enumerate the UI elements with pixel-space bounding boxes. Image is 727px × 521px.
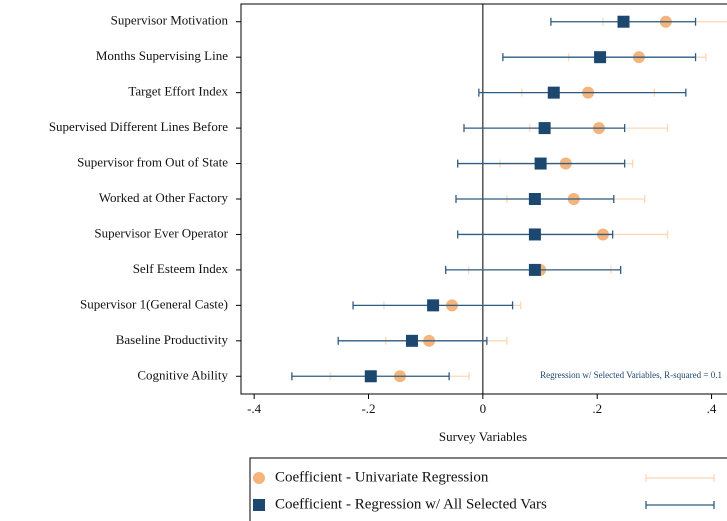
coef-marker bbox=[594, 51, 607, 64]
legend-ci bbox=[645, 474, 715, 482]
coef-marker bbox=[364, 370, 377, 383]
coef-marker bbox=[538, 122, 551, 135]
coef-marker bbox=[534, 157, 547, 170]
x-axis-label: Survey Variables bbox=[439, 429, 527, 444]
y-tick-label: Supervisor Motivation bbox=[111, 13, 229, 28]
y-tick-label: Baseline Productivity bbox=[116, 332, 229, 347]
y-tick-label: Months Supervising Line bbox=[96, 48, 228, 63]
y-tick-label: Worked at Other Factory bbox=[99, 190, 229, 205]
legend-ci bbox=[645, 501, 715, 509]
coef-marker bbox=[547, 86, 560, 99]
y-tick-label: Self Esteem Index bbox=[133, 261, 229, 276]
legend bbox=[249, 457, 727, 521]
y-tick-label: Supervised Different Lines Before bbox=[49, 119, 228, 134]
legend-marker bbox=[253, 499, 265, 511]
x-tick-label: .2 bbox=[592, 401, 602, 416]
annotation: Regression w/ Selected Variables, R-squa… bbox=[540, 370, 722, 380]
y-tick-label: Supervisor from Out of State bbox=[77, 155, 228, 170]
coef-marker bbox=[405, 334, 418, 347]
y-tick-label: Cognitive Ability bbox=[137, 367, 228, 382]
legend-label: Coefficient - Univariate Regression bbox=[275, 469, 489, 485]
x-tick-label: -.2 bbox=[361, 401, 375, 416]
coef-marker bbox=[427, 299, 440, 312]
legend-marker bbox=[253, 472, 265, 484]
coef-marker bbox=[528, 263, 541, 276]
coef-marker bbox=[617, 15, 630, 28]
plot-area bbox=[291, 4, 727, 394]
error-bar bbox=[478, 88, 687, 97]
legend-label: Coefficient - Regression w/ All Selected… bbox=[275, 496, 547, 512]
y-tick-label: Target Effort Index bbox=[128, 84, 228, 99]
coef-marker bbox=[528, 193, 541, 205]
y-tick-label: Supervisor Ever Operator bbox=[94, 225, 228, 240]
x-tick-label: -.4 bbox=[247, 401, 262, 416]
y-tick-label: Supervisor 1(General Caste) bbox=[80, 296, 228, 311]
x-tick-label: 0 bbox=[480, 401, 487, 416]
x-tick-label: .4 bbox=[707, 401, 717, 416]
coef-marker bbox=[528, 228, 541, 241]
